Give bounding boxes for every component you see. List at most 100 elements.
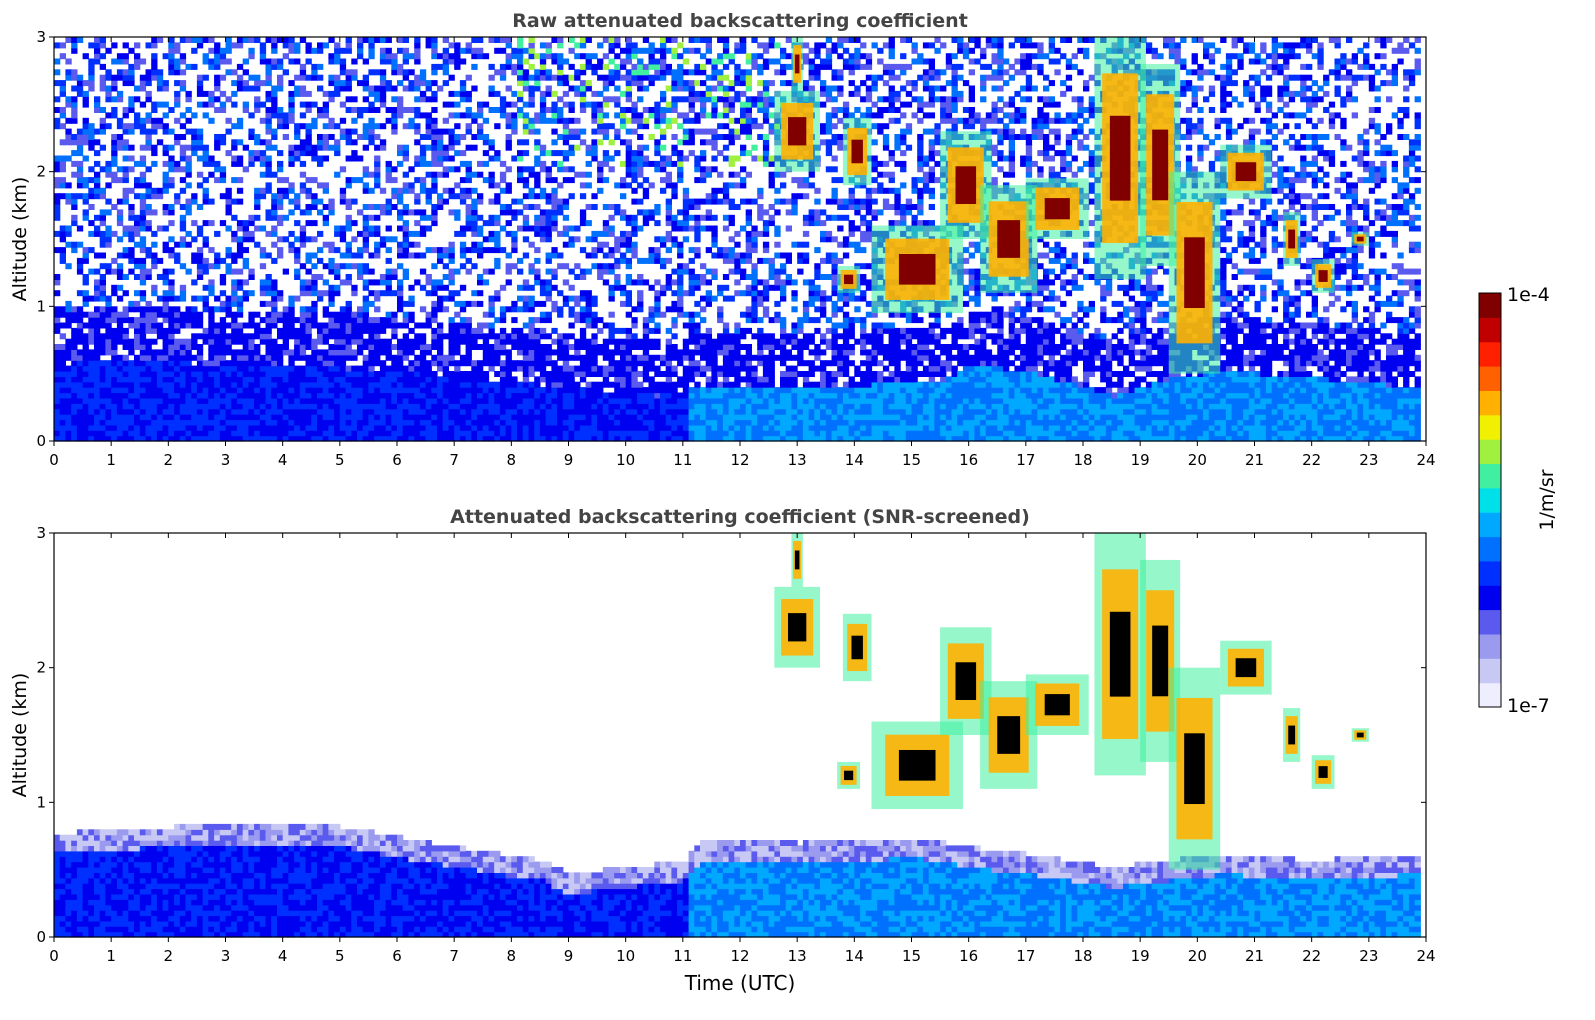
heatmap-cell <box>174 403 181 410</box>
heatmap-cell <box>660 311 667 318</box>
heatmap-cell <box>116 403 124 410</box>
heatmap-cell <box>311 403 318 410</box>
heatmap-cell <box>494 414 501 421</box>
heatmap-cell <box>231 387 238 394</box>
heatmap-cell <box>94 381 101 388</box>
heatmap-cell <box>419 376 427 383</box>
heatmap-cell <box>151 58 158 65</box>
heatmap-cell <box>139 204 147 210</box>
heatmap-cell <box>94 408 101 415</box>
heatmap-cell <box>431 150 438 157</box>
heatmap-cell <box>168 209 175 216</box>
heatmap-cell <box>408 338 415 345</box>
heatmap-cell <box>488 155 495 162</box>
heatmap-cell <box>248 37 255 43</box>
heatmap-cell <box>71 160 78 167</box>
heatmap-cell <box>682 435 690 442</box>
heatmap-cell <box>362 397 369 404</box>
heatmap-cell <box>488 430 495 437</box>
heatmap-cell <box>219 134 227 140</box>
heatmap-cell <box>231 365 238 372</box>
heatmap-cell <box>637 414 644 421</box>
heatmap-cell <box>545 225 552 232</box>
heatmap-cell <box>499 371 507 377</box>
heatmap-cell <box>374 107 381 113</box>
heatmap-cell <box>568 403 575 410</box>
heatmap-cell <box>465 317 472 324</box>
heatmap-cell <box>225 47 232 54</box>
heatmap-cell <box>156 322 164 329</box>
heatmap-cell <box>105 225 112 232</box>
heatmap-cell <box>362 354 369 361</box>
heatmap-cell <box>259 58 267 65</box>
heatmap-cell <box>231 322 238 329</box>
heatmap-cell <box>254 107 261 113</box>
heatmap-cell <box>648 311 655 318</box>
heatmap-cell <box>660 134 667 140</box>
heatmap-cell <box>534 155 541 162</box>
heatmap-cell <box>362 327 369 334</box>
heatmap-cell <box>105 198 112 205</box>
heatmap-cell <box>174 435 181 442</box>
heatmap-cell <box>402 182 409 189</box>
heatmap-cell <box>116 209 124 216</box>
heatmap-cell <box>614 101 621 108</box>
heatmap-cell <box>322 397 329 404</box>
heatmap-cell <box>437 424 444 431</box>
heatmap-cell <box>299 338 307 345</box>
heatmap-cell <box>322 107 329 113</box>
heatmap-cell <box>528 263 535 270</box>
heatmap-cell <box>254 85 261 92</box>
heatmap-cell <box>442 392 449 399</box>
heatmap-cell <box>397 144 404 151</box>
heatmap-cell <box>145 74 152 81</box>
heatmap-cell <box>311 63 318 70</box>
heatmap-cell <box>128 214 135 221</box>
heatmap-cell <box>282 435 289 442</box>
heatmap-cell <box>179 236 187 243</box>
heatmap-cell <box>99 263 106 270</box>
heatmap-cell <box>448 338 455 345</box>
heatmap-cell <box>379 408 387 415</box>
heatmap-cell <box>517 90 524 97</box>
heatmap-cell <box>431 435 438 442</box>
heatmap-cell <box>99 123 106 130</box>
heatmap-cell <box>82 290 89 297</box>
heatmap-cell <box>122 430 129 437</box>
heatmap-cell <box>368 47 375 54</box>
heatmap-cell <box>551 112 558 119</box>
heatmap-cell <box>442 371 449 377</box>
heatmap-cell <box>339 166 347 173</box>
heatmap-cell <box>299 365 307 372</box>
heatmap-cell <box>208 424 215 431</box>
heatmap-cell <box>174 322 181 329</box>
heatmap-cell <box>317 274 324 280</box>
heatmap-cell <box>122 424 129 431</box>
heatmap-cell <box>522 128 530 135</box>
heatmap-cell <box>477 419 484 426</box>
heatmap-cell <box>99 279 106 286</box>
heatmap-cell <box>608 214 615 221</box>
heatmap-cell <box>379 53 387 60</box>
heatmap-cell <box>517 397 524 404</box>
heatmap-cell <box>99 408 106 415</box>
heatmap-cell <box>76 408 84 415</box>
heatmap-cell <box>231 139 238 146</box>
heatmap-cell <box>379 392 387 399</box>
heatmap-cell <box>631 53 638 60</box>
heatmap-cell <box>156 371 164 377</box>
heatmap-cell <box>448 408 455 415</box>
heatmap-cell <box>334 274 341 280</box>
heatmap-cell <box>162 354 169 361</box>
heatmap-cell <box>357 37 364 43</box>
heatmap-cell <box>156 424 164 431</box>
heatmap-cell <box>591 430 598 437</box>
heatmap-cell <box>196 225 204 232</box>
heatmap-cell <box>625 160 632 167</box>
heatmap-cell <box>254 74 261 81</box>
heatmap-cell <box>128 349 135 356</box>
heatmap-cell <box>557 414 564 421</box>
heatmap-cell <box>677 397 684 404</box>
heatmap-cell <box>128 247 135 254</box>
heatmap-cell <box>179 354 187 361</box>
